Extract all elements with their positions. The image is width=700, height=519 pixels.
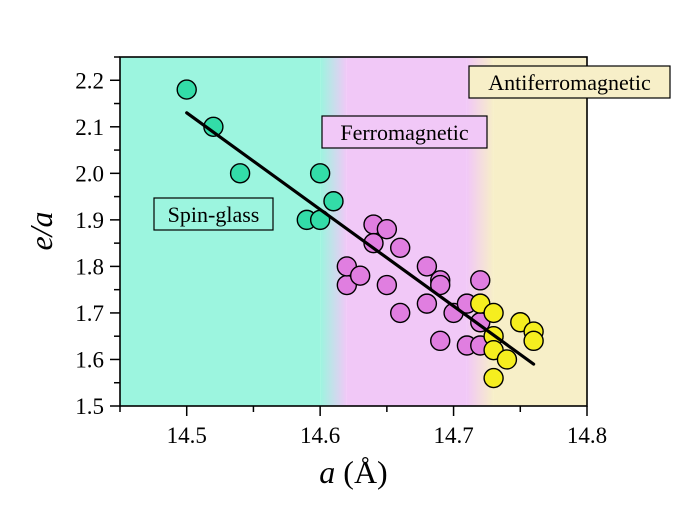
data-point xyxy=(483,302,504,324)
data-point xyxy=(323,191,344,212)
region-label-spin-glass: Spin-glass xyxy=(153,197,274,231)
axis-ticks: 14.5 14.6 14.7 14.8 1.5 1.6 1.7 1.8 1.9 2.0 2.1 2.2 xyxy=(75,56,607,448)
y-tick-label: 1.7 xyxy=(75,301,104,326)
region-label-text: Ferromagnetic xyxy=(340,120,469,145)
data-point xyxy=(309,163,331,184)
region-ferromagnetic xyxy=(346,57,467,406)
y-tick-label: 1.5 xyxy=(75,394,104,419)
y-tick-label: 1.8 xyxy=(75,254,104,279)
x-tick-label: 14.8 xyxy=(567,423,607,448)
y-tick-label: 1.6 xyxy=(75,347,104,372)
data-point xyxy=(470,270,491,291)
data-point xyxy=(416,293,438,314)
region-label-text: Spin-glass xyxy=(168,202,260,227)
x-tick-label: 14.5 xyxy=(167,423,207,448)
data-point xyxy=(416,256,438,277)
region-label-antiferromagnetic: Antiferromagnetic xyxy=(468,65,671,99)
plot-frame xyxy=(119,56,588,407)
data-point xyxy=(523,330,544,352)
data-point xyxy=(496,349,518,370)
y-axis-label: e/a xyxy=(23,211,59,250)
region-label-ferromagnetic: Ferromagnetic xyxy=(321,115,488,149)
y-tick-label: 2.1 xyxy=(75,115,104,140)
region-blend xyxy=(320,57,347,406)
data-points xyxy=(176,79,544,389)
y-tick-label: 2.0 xyxy=(75,161,104,186)
x-tick-label: 14.7 xyxy=(433,423,473,448)
data-point xyxy=(349,265,371,286)
data-point xyxy=(430,330,451,352)
data-point xyxy=(483,367,504,389)
x-axis-label: a (Å) xyxy=(319,454,387,490)
data-point xyxy=(376,274,398,296)
data-point xyxy=(229,163,251,184)
x-tick-label: 14.6 xyxy=(300,423,340,448)
fit-line-layer xyxy=(185,111,536,366)
region-spin-glass xyxy=(120,57,321,406)
data-point xyxy=(390,237,411,258)
y-tick-label: 1.9 xyxy=(75,208,104,233)
data-point xyxy=(390,302,411,324)
data-point xyxy=(176,79,197,100)
y-tick-label: 2.2 xyxy=(75,68,104,93)
data-point xyxy=(376,218,398,240)
fit-line xyxy=(185,111,536,366)
region-label-text: Antiferromagnetic xyxy=(488,70,651,95)
